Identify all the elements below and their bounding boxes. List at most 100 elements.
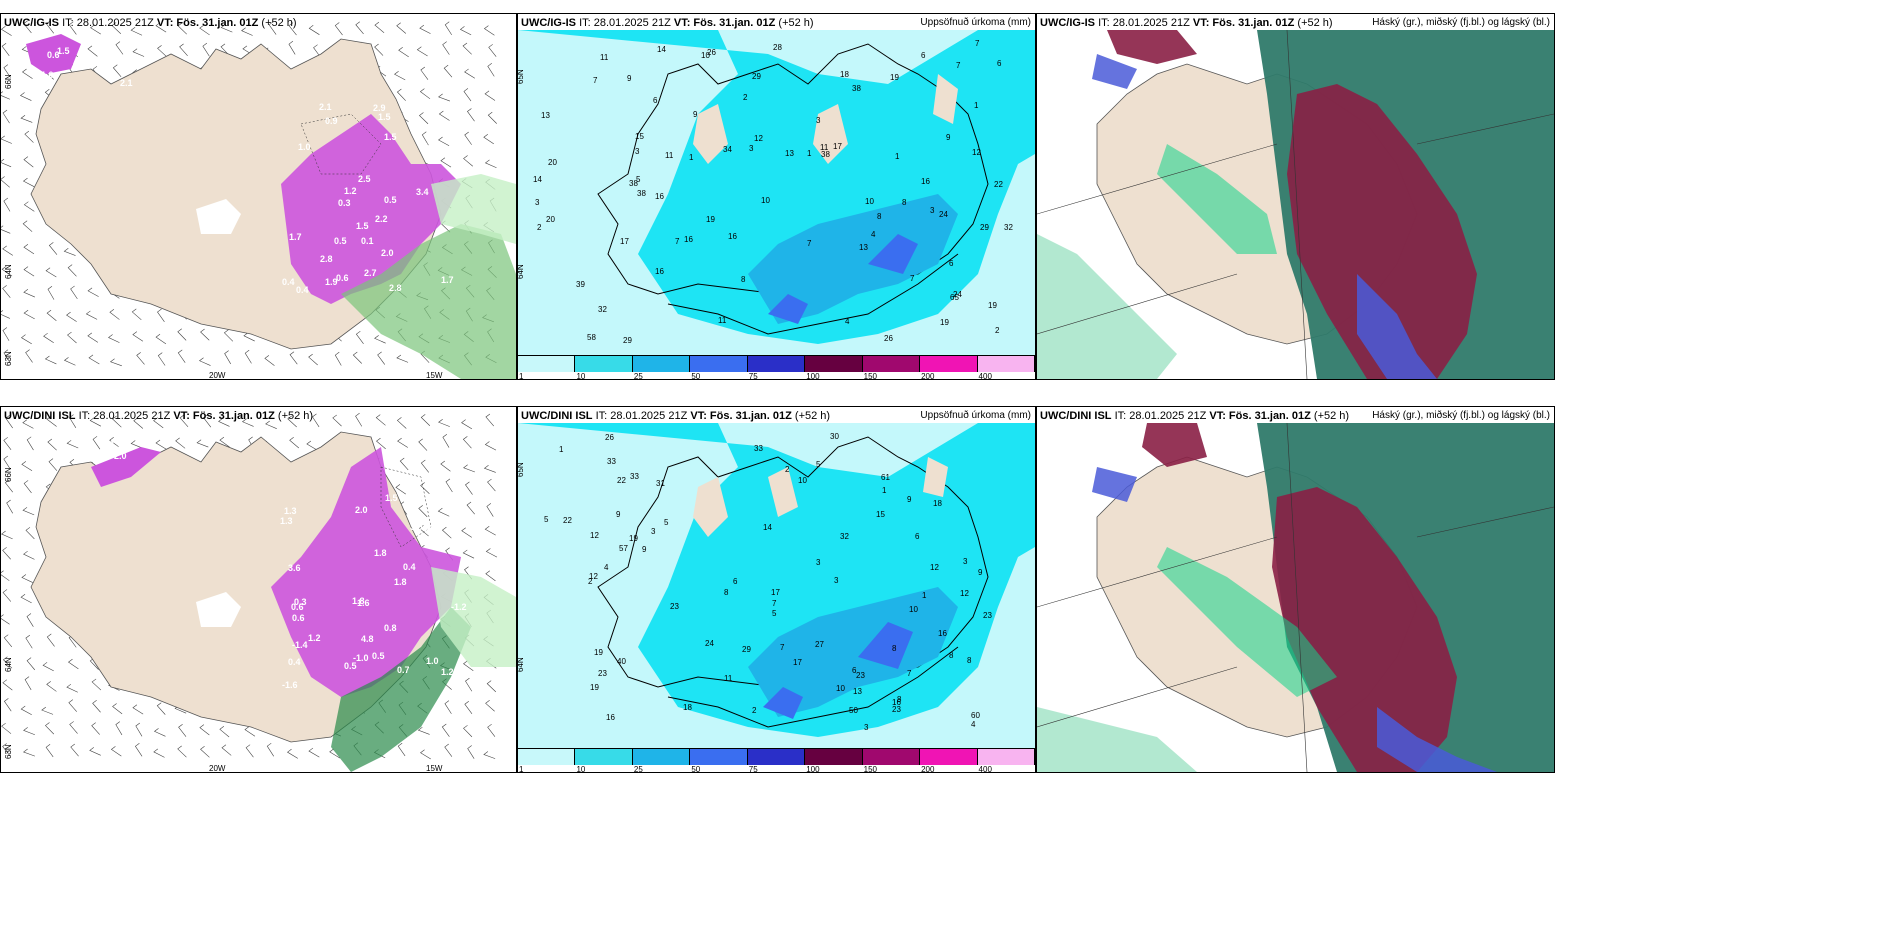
wind-barb bbox=[109, 358, 122, 367]
wind-barb bbox=[486, 503, 494, 517]
wind-barb bbox=[241, 27, 253, 36]
wind-barb bbox=[22, 419, 34, 429]
snow-value-label: 1.5 bbox=[384, 132, 397, 142]
wind-barb bbox=[67, 331, 77, 344]
wind-barb bbox=[420, 749, 431, 760]
wind-barb bbox=[175, 437, 186, 449]
lat-label-63n: 63N bbox=[4, 351, 13, 366]
precip-value-label: 8 bbox=[892, 644, 897, 653]
snow-value-label: 2.5 bbox=[358, 174, 371, 184]
snow-value-label: 0.3 bbox=[426, 524, 439, 534]
wind-barb bbox=[418, 112, 429, 125]
glacier bbox=[196, 592, 241, 627]
colorbar-segment bbox=[977, 356, 1035, 372]
precip-value-label: 8 bbox=[902, 198, 907, 207]
precip-value-label: 2 bbox=[995, 326, 1000, 335]
snow-value-label: 0.5 bbox=[430, 149, 443, 159]
snow-value-label: 0.3 bbox=[294, 597, 307, 607]
map-canvas: 3.3-2.8 -2.6-1.5-2.2 -2.0-1.60.50.41.20.6-… bbox=[1, 412, 516, 772]
wind-barb bbox=[444, 21, 452, 36]
wind-barb bbox=[288, 22, 297, 36]
wind-barb bbox=[355, 330, 364, 344]
wind-barb bbox=[3, 437, 12, 451]
wind-barb bbox=[23, 243, 35, 255]
precip-value-label: 6 bbox=[921, 51, 926, 60]
snow-value-label: 3.3 bbox=[114, 434, 127, 444]
precip-value-label: 18 bbox=[840, 70, 849, 79]
precip-title: Uppsöfnuð úrkoma (mm) bbox=[920, 410, 1031, 421]
map-canvas bbox=[1037, 29, 1554, 379]
precip-value-label: 8 bbox=[741, 275, 746, 284]
map-canvas: 1.5 1.2 1.9 2.1 1.0 0.6 0.5 1.9 0.5 0.8 0.5 0.9 1.0 0… bbox=[1, 20, 516, 379]
wind-barb bbox=[88, 354, 100, 365]
precip-value-label: 4 bbox=[845, 317, 850, 326]
wind-barb bbox=[3, 698, 12, 712]
wind-barb bbox=[2, 547, 11, 560]
precip-value-label: 7 bbox=[675, 237, 680, 246]
wind-barb bbox=[42, 662, 54, 672]
lon-label-20w: 20W bbox=[209, 764, 226, 773]
wind-barb bbox=[48, 242, 58, 255]
wind-barb bbox=[153, 728, 166, 737]
wind-barb bbox=[132, 331, 144, 342]
lead-time: (+52 h) bbox=[277, 410, 314, 422]
precip-value-label: 38 bbox=[637, 189, 646, 198]
wind-barb bbox=[485, 570, 496, 582]
colorbar-label: 200 bbox=[921, 765, 935, 773]
precip-value-label: 23 bbox=[892, 705, 901, 714]
wind-barb bbox=[487, 63, 495, 77]
wind-barb bbox=[485, 413, 494, 427]
colorbar bbox=[518, 355, 1035, 372]
wind-barb bbox=[23, 156, 34, 168]
snow-value-label: 2.0 bbox=[355, 505, 368, 515]
iceland-coast bbox=[597, 43, 989, 295]
precip-value-label: 11 bbox=[600, 53, 609, 62]
wind-barb bbox=[486, 680, 497, 693]
snow-value-label: 0.5 bbox=[423, 141, 436, 151]
wind-barb bbox=[45, 267, 57, 278]
precip-value-label: 13 bbox=[859, 243, 868, 252]
wind-barb bbox=[47, 285, 55, 300]
wind-barb bbox=[397, 437, 408, 448]
snow-value-label: -1.0 bbox=[353, 653, 369, 663]
wind-barb bbox=[334, 351, 342, 366]
wind-barb bbox=[20, 334, 32, 345]
lat-label-63n: 63N bbox=[4, 744, 13, 759]
wind-barb bbox=[45, 20, 55, 34]
precip-value-label: 20 bbox=[548, 158, 557, 167]
cloud-map-row2: UWC/DINI ISL IT: 28.01.2025 21Z VT: Fös.… bbox=[1036, 406, 1555, 773]
wind-barb bbox=[352, 351, 362, 364]
wind-barb bbox=[21, 574, 33, 583]
colorbar-segment bbox=[862, 749, 921, 765]
wind-barb bbox=[420, 459, 430, 473]
precip-value-label: 12 bbox=[960, 589, 969, 598]
wind-barb bbox=[132, 48, 145, 57]
wind-barb bbox=[241, 418, 254, 427]
snow-value-label: 1.5 bbox=[385, 493, 398, 503]
wind-barb bbox=[133, 417, 144, 429]
precip-value-label: 12 bbox=[590, 531, 599, 540]
precip-value-label: 1 bbox=[559, 445, 564, 454]
precip-value-label: 32 bbox=[1004, 223, 1013, 232]
model-name: UWC/DINI ISL bbox=[1040, 410, 1112, 422]
init-time: IT: 28.01.2025 21Z bbox=[1098, 17, 1190, 29]
precip-value-label: 32 bbox=[598, 305, 607, 314]
wind-barb bbox=[47, 438, 57, 451]
wind-barb bbox=[437, 507, 450, 517]
snow-value-label: 0.9 bbox=[325, 116, 338, 126]
wind-barb bbox=[243, 332, 255, 342]
wind-barb bbox=[420, 414, 431, 426]
panel-title: UWC/DINI ISL IT: 28.01.2025 21Z VT: Fös.… bbox=[521, 409, 830, 423]
wind-barb bbox=[487, 478, 496, 492]
wind-barb bbox=[397, 742, 406, 757]
wind-barb bbox=[2, 285, 11, 298]
wind-barb bbox=[396, 88, 406, 101]
precip-value-label: 29 bbox=[752, 72, 761, 81]
colorbar-segment bbox=[747, 749, 806, 765]
wind-barb bbox=[70, 743, 79, 757]
wind-barb bbox=[306, 440, 318, 451]
precip-value-label: 2 bbox=[752, 706, 757, 715]
precip-value-label: 14 bbox=[763, 523, 772, 532]
snow-wind-map-row2: UWC/DINI ISL IT: 28.01.2025 21Z VT: Fös.… bbox=[0, 406, 517, 773]
wind-barb bbox=[488, 44, 497, 57]
